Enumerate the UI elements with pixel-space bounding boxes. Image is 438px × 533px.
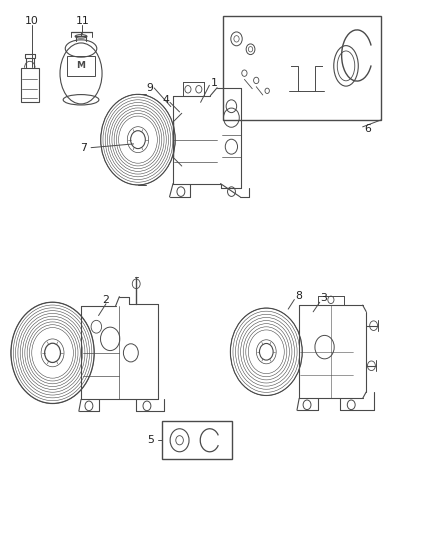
Text: 6: 6: [364, 124, 371, 134]
Text: 1: 1: [210, 78, 217, 87]
Bar: [21, 68, 39, 102]
Text: M: M: [77, 61, 85, 70]
Text: 7: 7: [80, 143, 87, 152]
Bar: [223, 16, 381, 120]
Text: 2: 2: [102, 295, 110, 304]
Text: 8: 8: [295, 291, 302, 301]
Bar: [162, 421, 232, 459]
Text: 3: 3: [321, 294, 328, 303]
Bar: [67, 56, 95, 76]
Text: 10: 10: [25, 17, 39, 26]
Text: 4: 4: [162, 95, 169, 105]
Text: 5: 5: [147, 435, 154, 445]
Text: 9: 9: [146, 83, 153, 93]
Text: 11: 11: [75, 17, 89, 26]
